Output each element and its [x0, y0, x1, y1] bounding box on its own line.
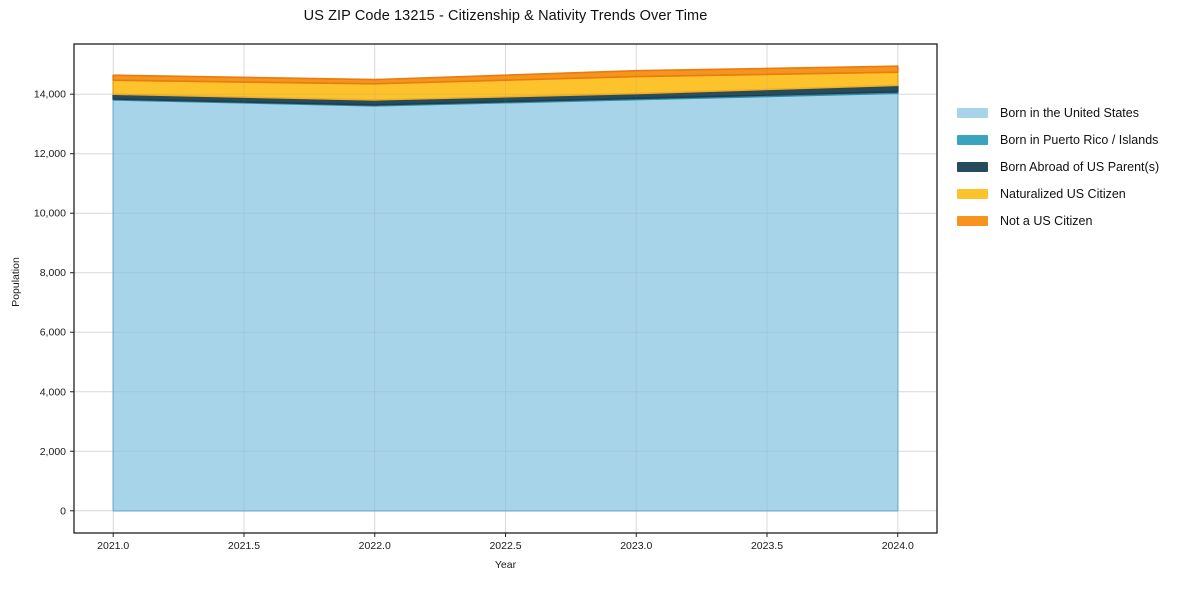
- legend-label-born-abroad-of-us-parent-s: Born Abroad of US Parent(s): [1000, 159, 1160, 174]
- y-tick-label: 4,000: [40, 386, 66, 398]
- legend-label-born-in-the-united-states: Born in the United States: [1000, 105, 1139, 120]
- area-series-not-a-us-citizen: [112, 65, 899, 85]
- tick-labels: 2021.0 2021.5 2022.0 2022.5 2023.0 2023.5 2024…: [34, 89, 914, 552]
- y-tick-label: 8,000: [40, 267, 66, 279]
- x-tick-label: 2021.5: [228, 540, 260, 552]
- gridlines-overlay: [74, 44, 937, 533]
- legend-swatch-born-in-puerto-rico-islands: [957, 134, 988, 145]
- stacked-areas: [112, 65, 899, 512]
- legend-row-not-a-us-citizen: Not a US Citizen: [957, 207, 1159, 234]
- y-tick-label: 6,000: [40, 327, 66, 339]
- legend: Born in the United States Born in Puerto …: [957, 99, 1159, 234]
- x-axis-label: Year: [494, 559, 517, 571]
- x-tick-label: 2024.0: [882, 540, 914, 552]
- y-tick-label: 14,000: [34, 89, 66, 101]
- legend-row-born-in-puerto-rico-islands: Born in Puerto Rico / Islands: [957, 126, 1159, 153]
- y-tick-label: 10,000: [34, 208, 66, 220]
- x-tick-label: 2021.0: [97, 540, 129, 552]
- tick-marks: [70, 93, 899, 537]
- y-tick-label: 2,000: [40, 446, 66, 458]
- legend-label-born-in-puerto-rico-islands: Born in Puerto Rico / Islands: [1000, 132, 1159, 147]
- legend-label-not-a-us-citizen: Not a US Citizen: [1000, 213, 1093, 228]
- x-tick-label: 2023.0: [620, 540, 652, 552]
- y-tick-label: 12,000: [34, 148, 66, 160]
- x-tick-label: 2022.5: [489, 540, 521, 552]
- legend-label-naturalized-us-citizen: Naturalized US Citizen: [1000, 186, 1126, 201]
- legend-row-naturalized-us-citizen: Naturalized US Citizen: [957, 180, 1159, 207]
- legend-swatch-not-a-us-citizen: [957, 215, 988, 226]
- legend-swatch-born-abroad-of-us-parent-s: [957, 161, 988, 172]
- y-tick-label: 0: [60, 505, 66, 517]
- legend-swatch-naturalized-us-citizen: [957, 188, 988, 199]
- chart-title: US ZIP Code 13215 - Citizenship & Nativi…: [303, 8, 708, 24]
- x-tick-label: 2022.0: [359, 540, 391, 552]
- legend-row-born-in-the-united-states: Born in the United States: [957, 99, 1159, 126]
- x-tick-label: 2023.5: [751, 540, 783, 552]
- legend-row-born-abroad-of-us-parent-s: Born Abroad of US Parent(s): [957, 153, 1159, 180]
- legend-swatch-born-in-the-united-states: [957, 107, 988, 118]
